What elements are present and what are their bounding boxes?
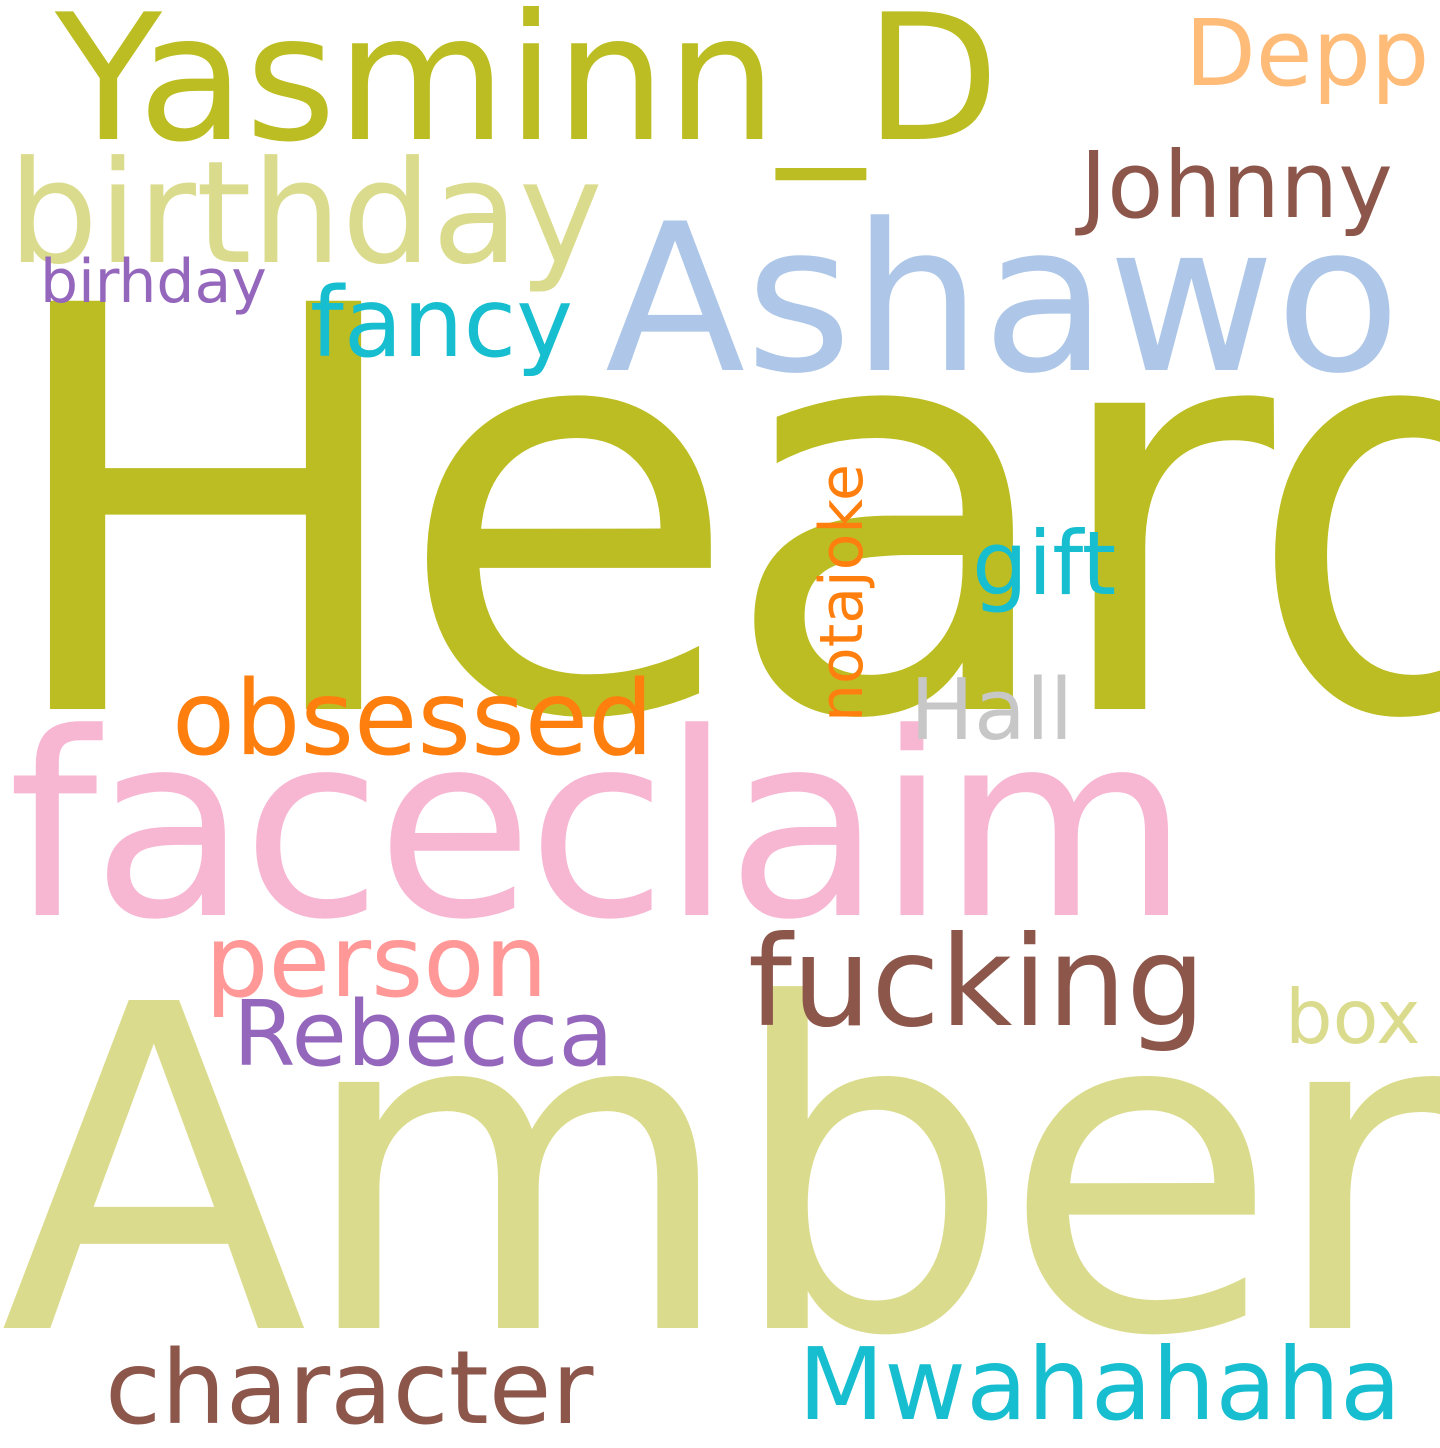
word-gift: gift [972, 512, 1117, 615]
word-notajoke: notajoke [807, 464, 877, 722]
word-birthday: birthday [8, 131, 603, 296]
word-amber: Amber [0, 911, 1440, 1435]
word-fancy: fancy [310, 267, 574, 379]
word-heard: Heard [0, 190, 1440, 842]
word-birhday: birhday [40, 247, 267, 317]
word-johnny: Johnny [1080, 132, 1393, 239]
word-yasminn-d: Yasminn_D [55, 0, 1000, 181]
word-hall: Hall [910, 661, 1074, 760]
word-character: character [105, 1329, 594, 1448]
word-depp: Depp [1185, 0, 1430, 107]
word-obsessed: obsessed [172, 659, 654, 779]
word-person: person [205, 903, 548, 1020]
word-faceclaim: faceclaim [8, 679, 1190, 976]
word-box: box [1285, 973, 1421, 1061]
word-mwahahaha: Mwahahaha [798, 1326, 1402, 1443]
word-fucking: fucking [748, 910, 1206, 1055]
word-ashawo: Ashawo [605, 181, 1401, 419]
word-rebecca: Rebecca [233, 982, 614, 1087]
